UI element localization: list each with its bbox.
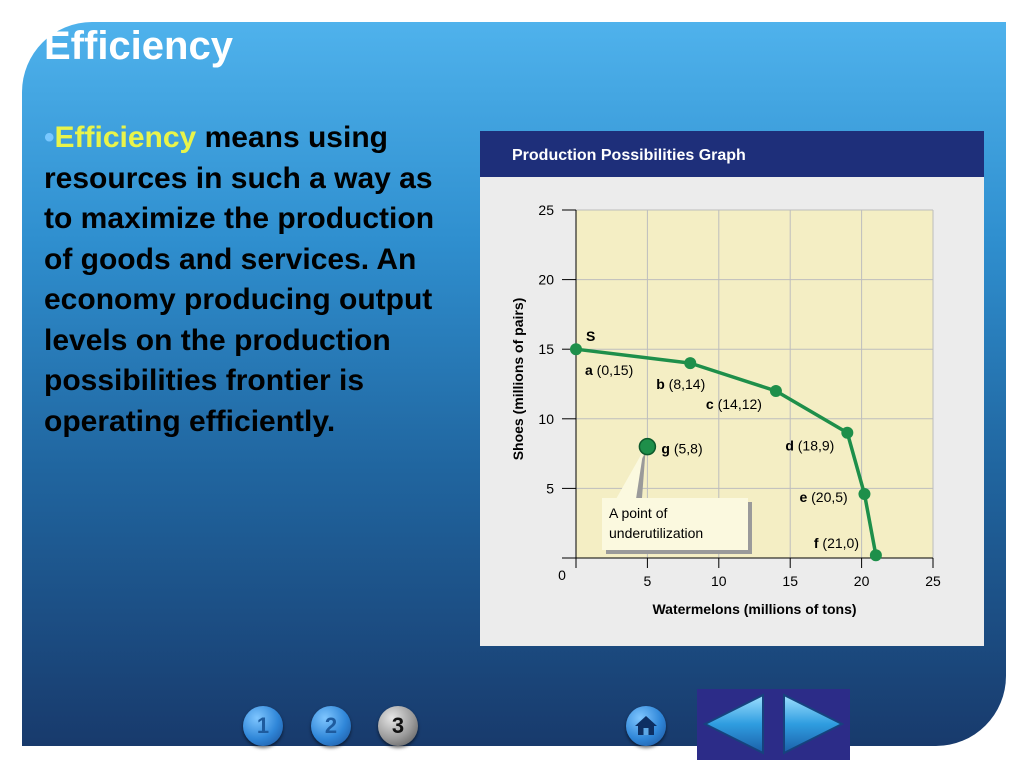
- bullet-icon: •: [44, 121, 55, 154]
- callout-box: [602, 498, 748, 550]
- point-letter-b: b: [656, 376, 665, 392]
- x-tick-label: 25: [925, 573, 941, 589]
- x-tick-label: 15: [782, 573, 798, 589]
- point-label-c: c (14,12): [706, 396, 762, 412]
- point-coords-d: (18,9): [794, 438, 834, 454]
- keyword-efficiency: Efficiency: [54, 121, 197, 154]
- point-letter-a: a: [585, 362, 593, 378]
- graph-panel-header: Production Possibilities Graph: [480, 131, 984, 177]
- point-label-f: f (21,0): [814, 535, 859, 551]
- point-g: [638, 437, 657, 456]
- graph-panel: Production Possibilities Graph 0 5 10 15 20 2…: [480, 131, 984, 646]
- point-coords-g: (5,8): [670, 441, 703, 457]
- arrow-nav-box: [697, 689, 850, 760]
- point-coords-b: (8,14): [665, 376, 705, 392]
- production-possibilities-chart: 0 5 10 15 20 25 5 10 15 20 25 Watermelons (millions…: [510, 202, 941, 617]
- body-text: means using resources in such a way as t…: [44, 121, 435, 438]
- point-label-g: g (5,8): [661, 441, 702, 457]
- x-axis-title: Watermelons (millions of tons): [652, 601, 856, 617]
- point-d: [841, 426, 854, 439]
- point-label-b: b (8,14): [656, 376, 705, 392]
- point-f: [869, 549, 882, 562]
- point-c: [769, 384, 782, 397]
- page-1-button[interactable]: 1: [243, 706, 283, 746]
- home-button[interactable]: [626, 706, 666, 746]
- point-letter-e: e: [799, 489, 807, 505]
- slide-title: Efficiency: [44, 24, 233, 68]
- y-tick-label: 15: [538, 341, 554, 357]
- point-letter-d: d: [785, 438, 794, 454]
- x-tick-label: 5: [644, 573, 652, 589]
- point-coords-a: (0,15): [593, 362, 633, 378]
- y-tick-label: 25: [538, 202, 554, 218]
- curve-label-s: S: [586, 328, 595, 344]
- previous-slide-button[interactable]: [702, 693, 764, 755]
- point-label-d: d (18,9): [785, 438, 834, 454]
- callout-text-line1: A point of: [609, 505, 667, 521]
- graph-title: Production Possibilities Graph: [512, 147, 746, 164]
- arrow-left-icon: [702, 693, 764, 755]
- y-axis-title: Shoes (millions of pairs): [510, 298, 526, 461]
- point-coords-e: (20,5): [807, 489, 847, 505]
- point-letter-c: c: [706, 396, 714, 412]
- callout-text-line2: underutilization: [609, 525, 703, 541]
- arrow-icons: [702, 693, 845, 755]
- point-e: [858, 487, 871, 500]
- point-label-e: e (20,5): [799, 489, 847, 505]
- point-letter-f: f: [814, 535, 819, 551]
- y-tick-label: 10: [538, 411, 554, 427]
- point-label-a: a (0,15): [585, 362, 633, 378]
- point-b: [684, 357, 697, 370]
- x-tick-label: 0: [558, 567, 566, 583]
- y-tick-label: 5: [546, 480, 554, 496]
- next-slide-button[interactable]: [783, 693, 845, 755]
- home-icon: [635, 716, 657, 735]
- x-tick-label: 10: [711, 573, 727, 589]
- point-coords-f: (21,0): [819, 535, 859, 551]
- point-a: [570, 343, 582, 356]
- y-tick-label: 20: [538, 272, 554, 288]
- arrow-right-icon: [783, 693, 845, 755]
- point-letter-g: g: [661, 441, 670, 457]
- body-paragraph: •Efficiency means using resources in suc…: [44, 118, 444, 442]
- ppf-curve: [575, 347, 878, 556]
- x-tick-label: 20: [854, 573, 870, 589]
- page-3-button[interactable]: 3: [378, 706, 418, 746]
- point-coords-c: (14,12): [714, 396, 762, 412]
- page-2-button[interactable]: 2: [311, 706, 351, 746]
